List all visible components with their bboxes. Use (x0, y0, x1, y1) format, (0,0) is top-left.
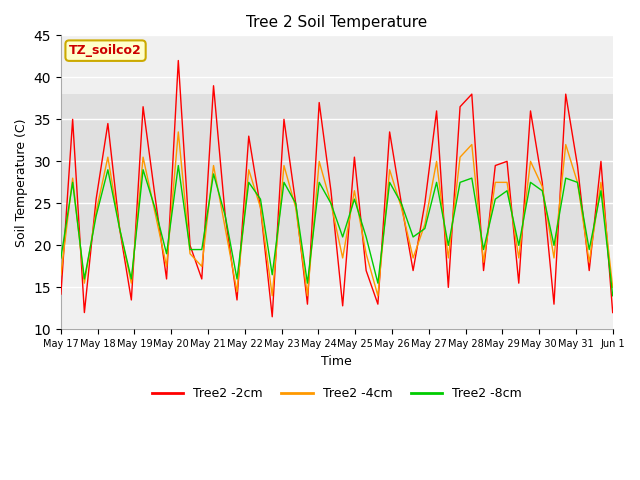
Legend: Tree2 -2cm, Tree2 -4cm, Tree2 -8cm: Tree2 -2cm, Tree2 -4cm, Tree2 -8cm (147, 383, 527, 406)
Title: Tree 2 Soil Temperature: Tree 2 Soil Temperature (246, 15, 428, 30)
Text: TZ_soilco2: TZ_soilco2 (69, 44, 142, 57)
Y-axis label: Soil Temperature (C): Soil Temperature (C) (15, 118, 28, 247)
Bar (61, 94, 612, 245)
X-axis label: Time: Time (321, 355, 352, 368)
